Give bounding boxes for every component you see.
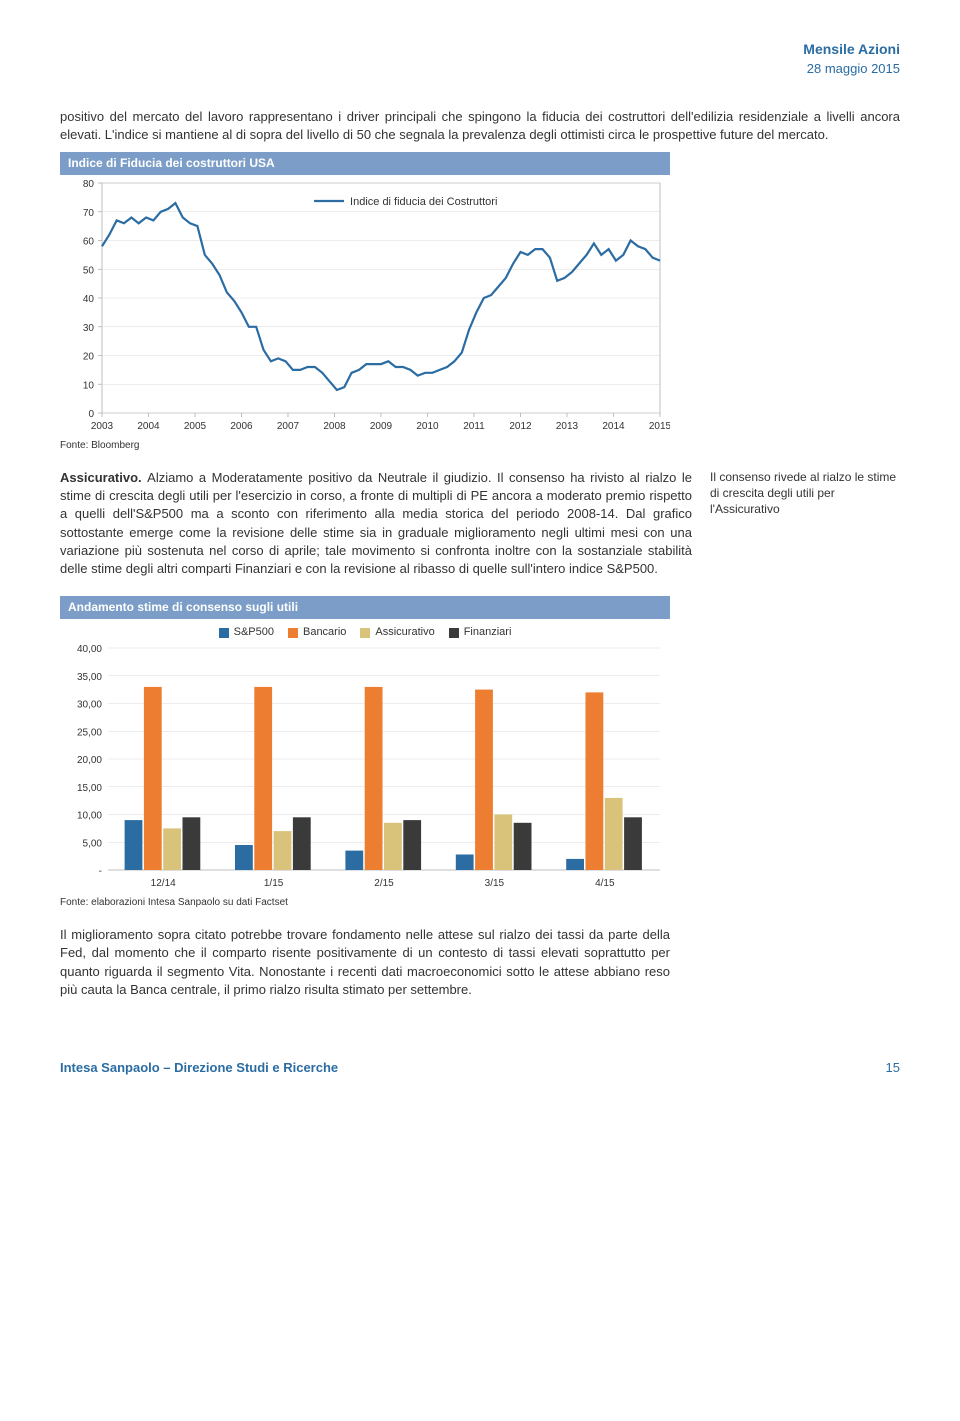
svg-text:-: - xyxy=(99,866,102,877)
section-2: Assicurativo. Alziamo a Moderatamente po… xyxy=(60,469,900,586)
svg-text:2/15: 2/15 xyxy=(374,878,394,889)
svg-text:2013: 2013 xyxy=(556,421,579,432)
legend-swatch xyxy=(360,628,370,638)
svg-text:2012: 2012 xyxy=(509,421,532,432)
svg-text:35,00: 35,00 xyxy=(77,672,102,683)
svg-text:12/14: 12/14 xyxy=(151,878,176,889)
chart2-legend: S&P500 Bancario Assicurativo Finanziari xyxy=(60,625,670,640)
svg-text:1/15: 1/15 xyxy=(264,878,284,889)
svg-text:4/15: 4/15 xyxy=(595,878,615,889)
svg-text:2004: 2004 xyxy=(137,421,160,432)
chart1-svg: 0 10 20 30 40 50 60 70 80 2003 2004 2005 2006 2007 200… xyxy=(60,175,670,435)
svg-text:25,00: 25,00 xyxy=(77,728,102,739)
svg-text:30,00: 30,00 xyxy=(77,700,102,711)
side-note: Il consenso rivede al rialzo le stime di… xyxy=(710,469,900,586)
svg-text:2007: 2007 xyxy=(277,421,300,432)
legend-swatch xyxy=(449,628,459,638)
svg-text:40: 40 xyxy=(83,294,95,305)
legend-label: S&P500 xyxy=(234,625,274,640)
legend-swatch xyxy=(219,628,229,638)
svg-text:0: 0 xyxy=(88,409,94,420)
chart1-source: Fonte: Bloomberg xyxy=(60,439,670,453)
chart2-svg: - 5,00 10,00 15,00 20,00 25,00 30,00 35,00 40,00… xyxy=(60,642,670,892)
svg-text:5,00: 5,00 xyxy=(83,839,103,850)
legend-label: Finanziari xyxy=(464,625,512,640)
chart1-box: 0 10 20 30 40 50 60 70 80 2003 2004 2005 2006 2007 200… xyxy=(60,175,670,435)
svg-text:2014: 2014 xyxy=(602,421,625,432)
header-title: Mensile Azioni xyxy=(60,40,900,60)
footer-left: Intesa Sanpaolo – Direzione Studi e Rice… xyxy=(60,1059,338,1077)
svg-text:2008: 2008 xyxy=(323,421,346,432)
svg-text:80: 80 xyxy=(83,179,95,190)
svg-text:2003: 2003 xyxy=(91,421,114,432)
legend-item: Bancario xyxy=(288,625,346,640)
svg-text:60: 60 xyxy=(83,236,95,247)
chart2-box: S&P500 Bancario Assicurativo Finanziari - 5,… xyxy=(60,625,670,892)
svg-text:2006: 2006 xyxy=(230,421,253,432)
header-date: 28 maggio 2015 xyxy=(60,60,900,78)
paragraph-1: positivo del mercato del lavoro rapprese… xyxy=(60,108,900,144)
svg-text:40,00: 40,00 xyxy=(77,644,102,655)
legend-swatch xyxy=(288,628,298,638)
svg-text:2005: 2005 xyxy=(184,421,207,432)
svg-text:Indice di fiducia dei Costrutt: Indice di fiducia dei Costruttori xyxy=(350,196,497,208)
paragraph-2: Assicurativo. Alziamo a Moderatamente po… xyxy=(60,469,692,578)
svg-text:20,00: 20,00 xyxy=(77,755,102,766)
chart1-container: Indice di Fiducia dei costruttori USA 0 1… xyxy=(60,152,670,453)
svg-text:10,00: 10,00 xyxy=(77,811,102,822)
svg-text:2009: 2009 xyxy=(370,421,393,432)
page-header: Mensile Azioni 28 maggio 2015 xyxy=(60,40,900,78)
chart2-container: Andamento stime di consenso sugli utili … xyxy=(60,596,670,910)
svg-text:15,00: 15,00 xyxy=(77,783,102,794)
svg-text:2011: 2011 xyxy=(463,421,485,432)
svg-text:3/15: 3/15 xyxy=(485,878,505,889)
page-footer: Intesa Sanpaolo – Direzione Studi e Rice… xyxy=(60,1059,900,1077)
paragraph-3: Il miglioramento sopra citato potrebbe t… xyxy=(60,926,670,999)
legend-item: Assicurativo xyxy=(360,625,434,640)
svg-text:70: 70 xyxy=(83,208,95,219)
svg-text:2015: 2015 xyxy=(649,421,670,432)
chart2-title: Andamento stime di consenso sugli utili xyxy=(60,596,670,619)
legend-label: Bancario xyxy=(303,625,346,640)
legend-item: S&P500 xyxy=(219,625,274,640)
svg-text:50: 50 xyxy=(83,265,95,276)
legend-label: Assicurativo xyxy=(375,625,434,640)
svg-text:20: 20 xyxy=(83,351,95,362)
svg-text:10: 10 xyxy=(83,380,95,391)
svg-text:2010: 2010 xyxy=(416,421,439,432)
legend-item: Finanziari xyxy=(449,625,512,640)
footer-page: 15 xyxy=(886,1059,900,1077)
chart1-title: Indice di Fiducia dei costruttori USA xyxy=(60,152,670,175)
svg-text:30: 30 xyxy=(83,323,95,334)
chart2-source: Fonte: elaborazioni Intesa Sanpaolo su d… xyxy=(60,896,670,910)
